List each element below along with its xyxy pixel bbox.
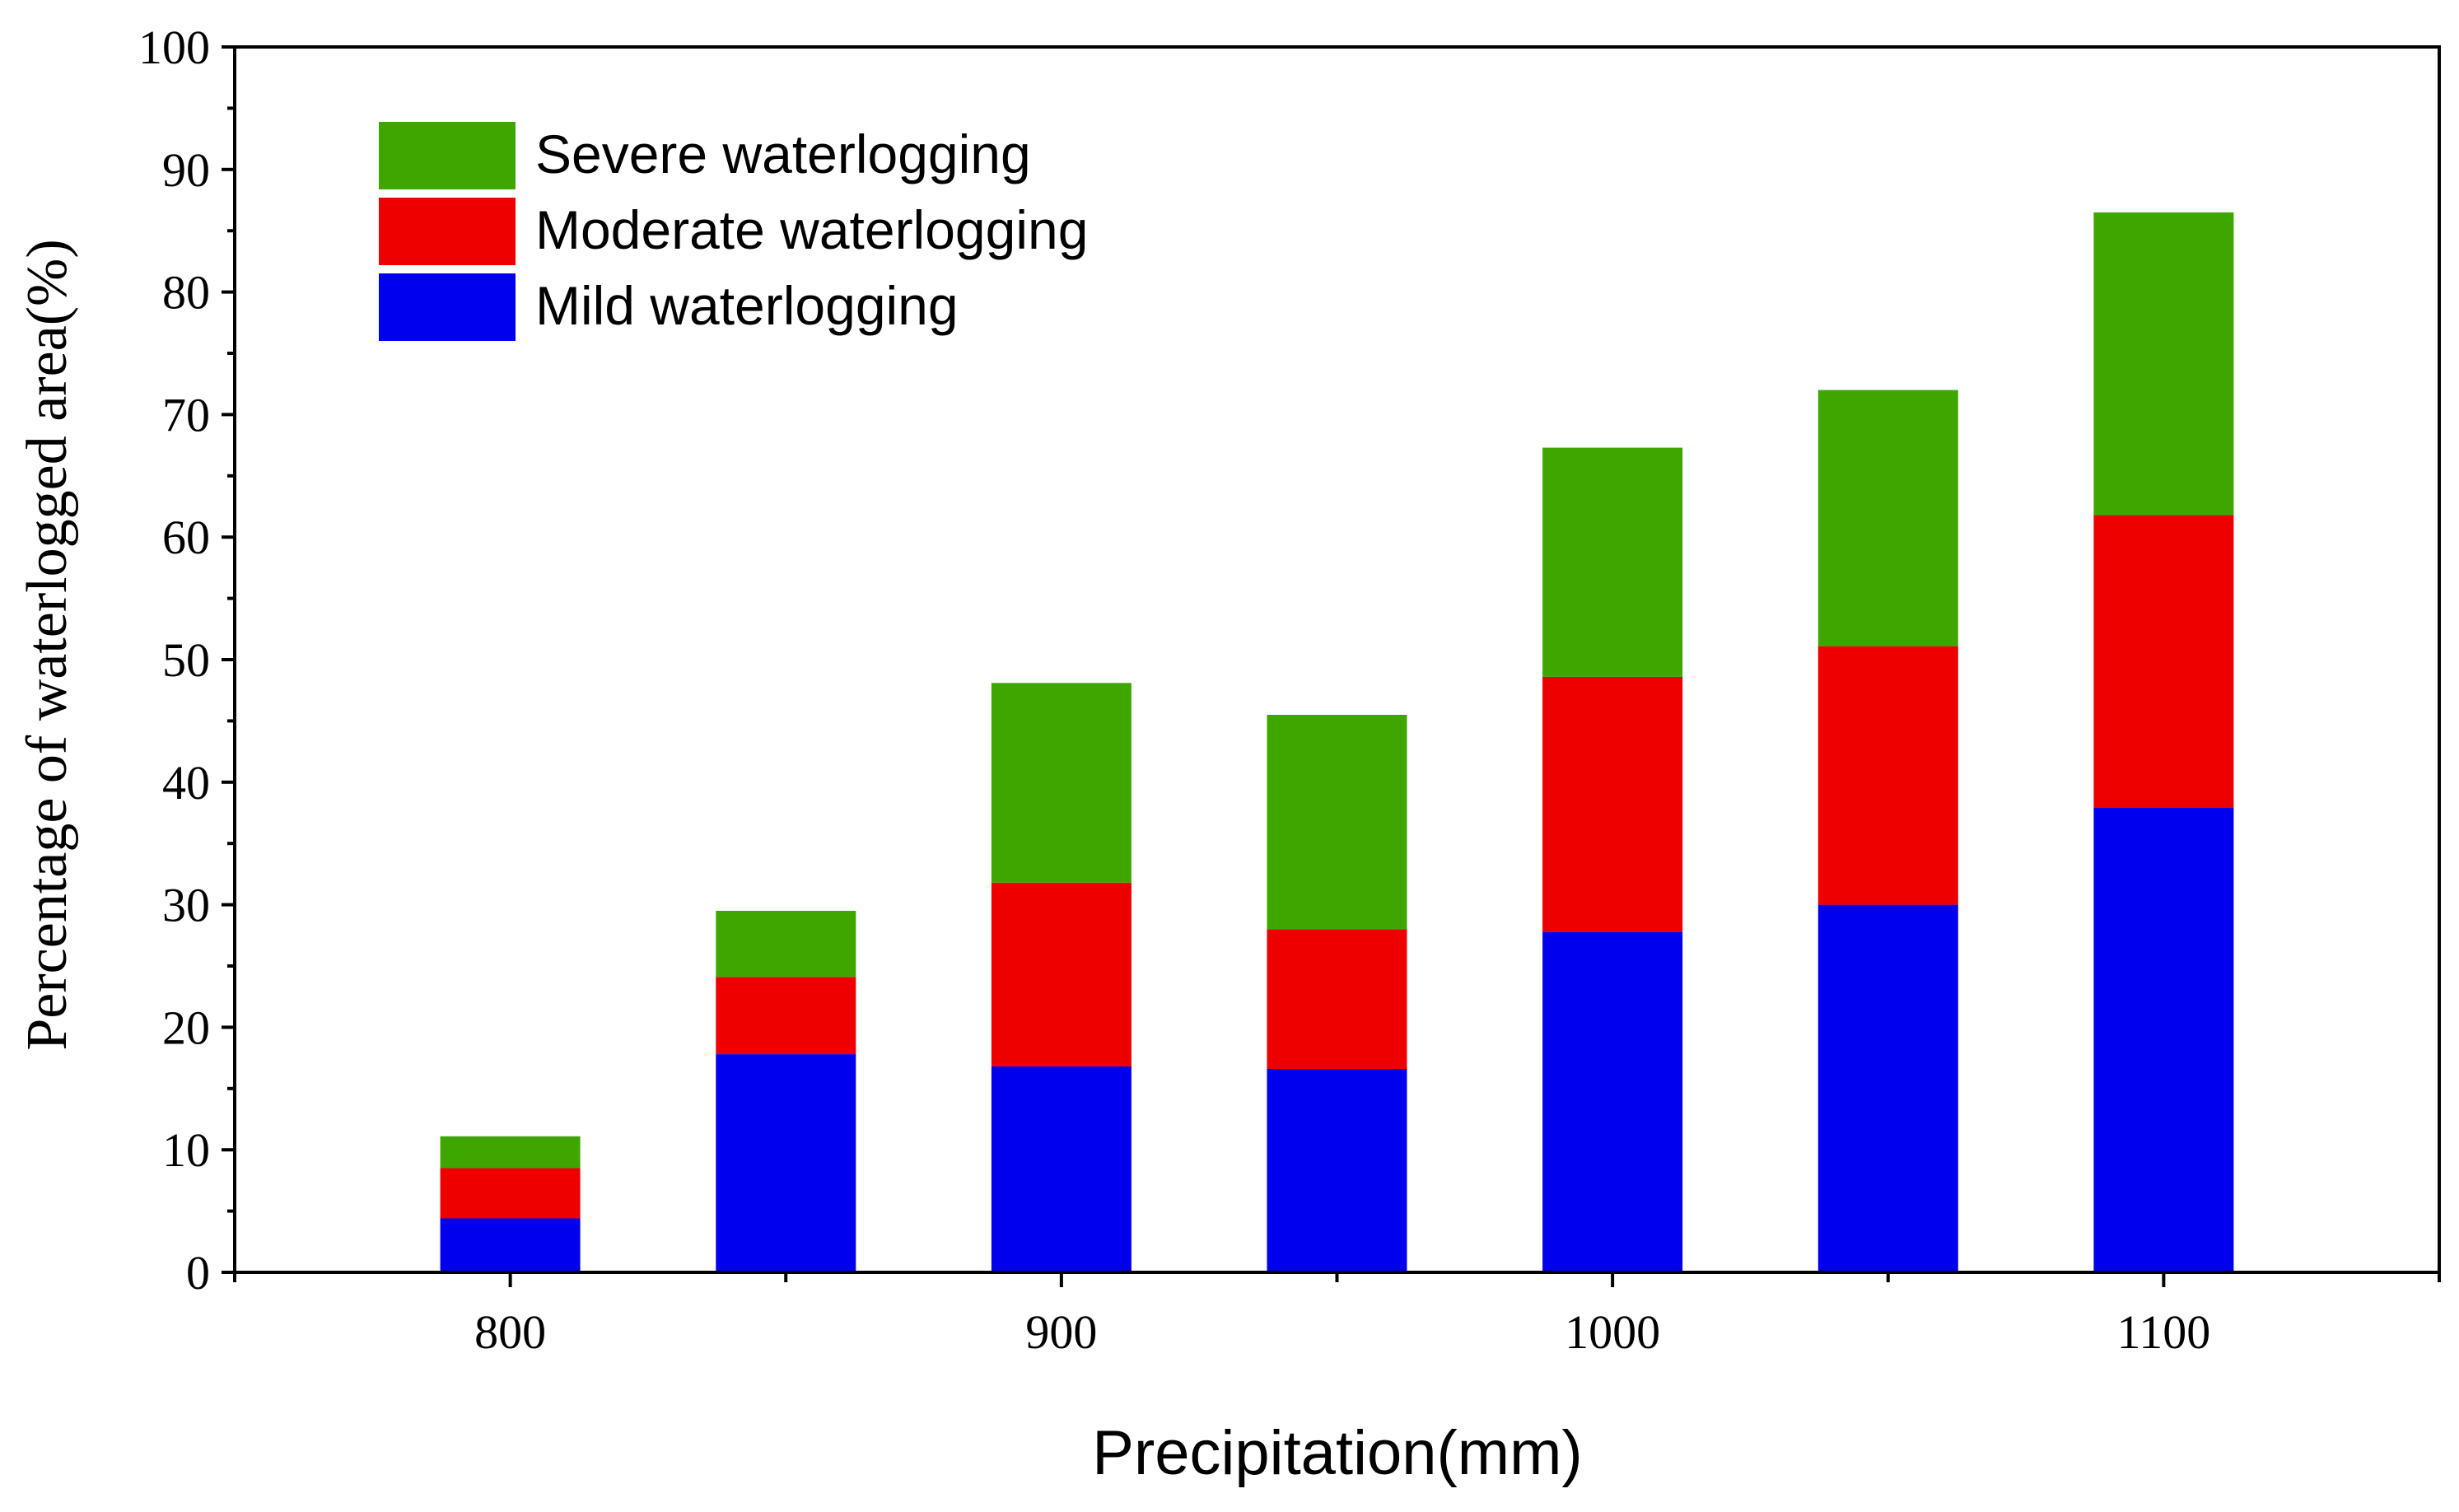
x-tick-label: 1000	[1565, 1305, 1660, 1359]
legend-label-severe: Severe waterlogging	[535, 124, 1031, 184]
x-tick-label: 800	[474, 1305, 546, 1359]
y-tick-label: 60	[162, 511, 210, 564]
legend-label-mild: Mild waterlogging	[535, 275, 959, 336]
y-tick-label: 0	[186, 1246, 210, 1300]
x-tick-label: 1100	[2116, 1305, 2210, 1359]
axes-layer: 0 10 20 30 40 50 60 70 80 90 100 800 900 1000 1100	[138, 21, 2441, 1359]
y-tick-label: 100	[138, 21, 210, 74]
y-tick-label: 70	[162, 388, 210, 441]
y-axis-title: Percentage of waterlogged area(%)	[16, 239, 79, 1050]
legend-swatch-mild	[379, 273, 516, 341]
bar-moderate-1000	[1542, 676, 1683, 932]
bar-mild-800	[440, 1218, 581, 1272]
y-tick-label: 80	[162, 266, 210, 320]
bar-severe-1000	[1542, 447, 1683, 677]
y-tick-label: 90	[162, 143, 210, 197]
y-tick-label: 50	[162, 633, 210, 687]
bar-mild-950	[1267, 1069, 1407, 1272]
bar-severe-850	[716, 911, 856, 978]
legend-swatch-severe	[379, 122, 516, 189]
bar-severe-800	[440, 1136, 581, 1169]
bar-moderate-900	[991, 882, 1132, 1066]
bar-severe-1050	[1817, 390, 1958, 646]
bar-mild-850	[716, 1054, 856, 1272]
legend: Severe waterlogging Moderate waterlogging…	[379, 122, 1088, 341]
bar-severe-900	[991, 683, 1132, 883]
bar-mild-1100	[2093, 808, 2234, 1272]
bars-layer	[440, 212, 2234, 1272]
x-axis-title: Precipitation(mm)	[1092, 1418, 1582, 1488]
y-tick-label: 20	[162, 1001, 210, 1054]
bar-moderate-1100	[2093, 515, 2234, 808]
y-tick-label: 10	[162, 1123, 210, 1177]
x-tick-label: 900	[1025, 1305, 1097, 1359]
bar-moderate-950	[1267, 929, 1407, 1069]
bar-severe-950	[1267, 715, 1407, 930]
y-tick-label: 30	[162, 879, 210, 932]
bar-mild-1050	[1817, 904, 1958, 1272]
bar-mild-1000	[1542, 931, 1683, 1272]
bar-moderate-1050	[1817, 646, 1958, 905]
legend-label-moderate: Moderate waterlogging	[535, 199, 1088, 260]
bar-moderate-800	[440, 1168, 581, 1219]
y-tick-label: 40	[162, 756, 210, 810]
bar-moderate-850	[716, 977, 856, 1055]
bar-severe-1100	[2093, 212, 2234, 516]
bar-mild-900	[991, 1066, 1132, 1272]
legend-swatch-moderate	[379, 198, 516, 265]
